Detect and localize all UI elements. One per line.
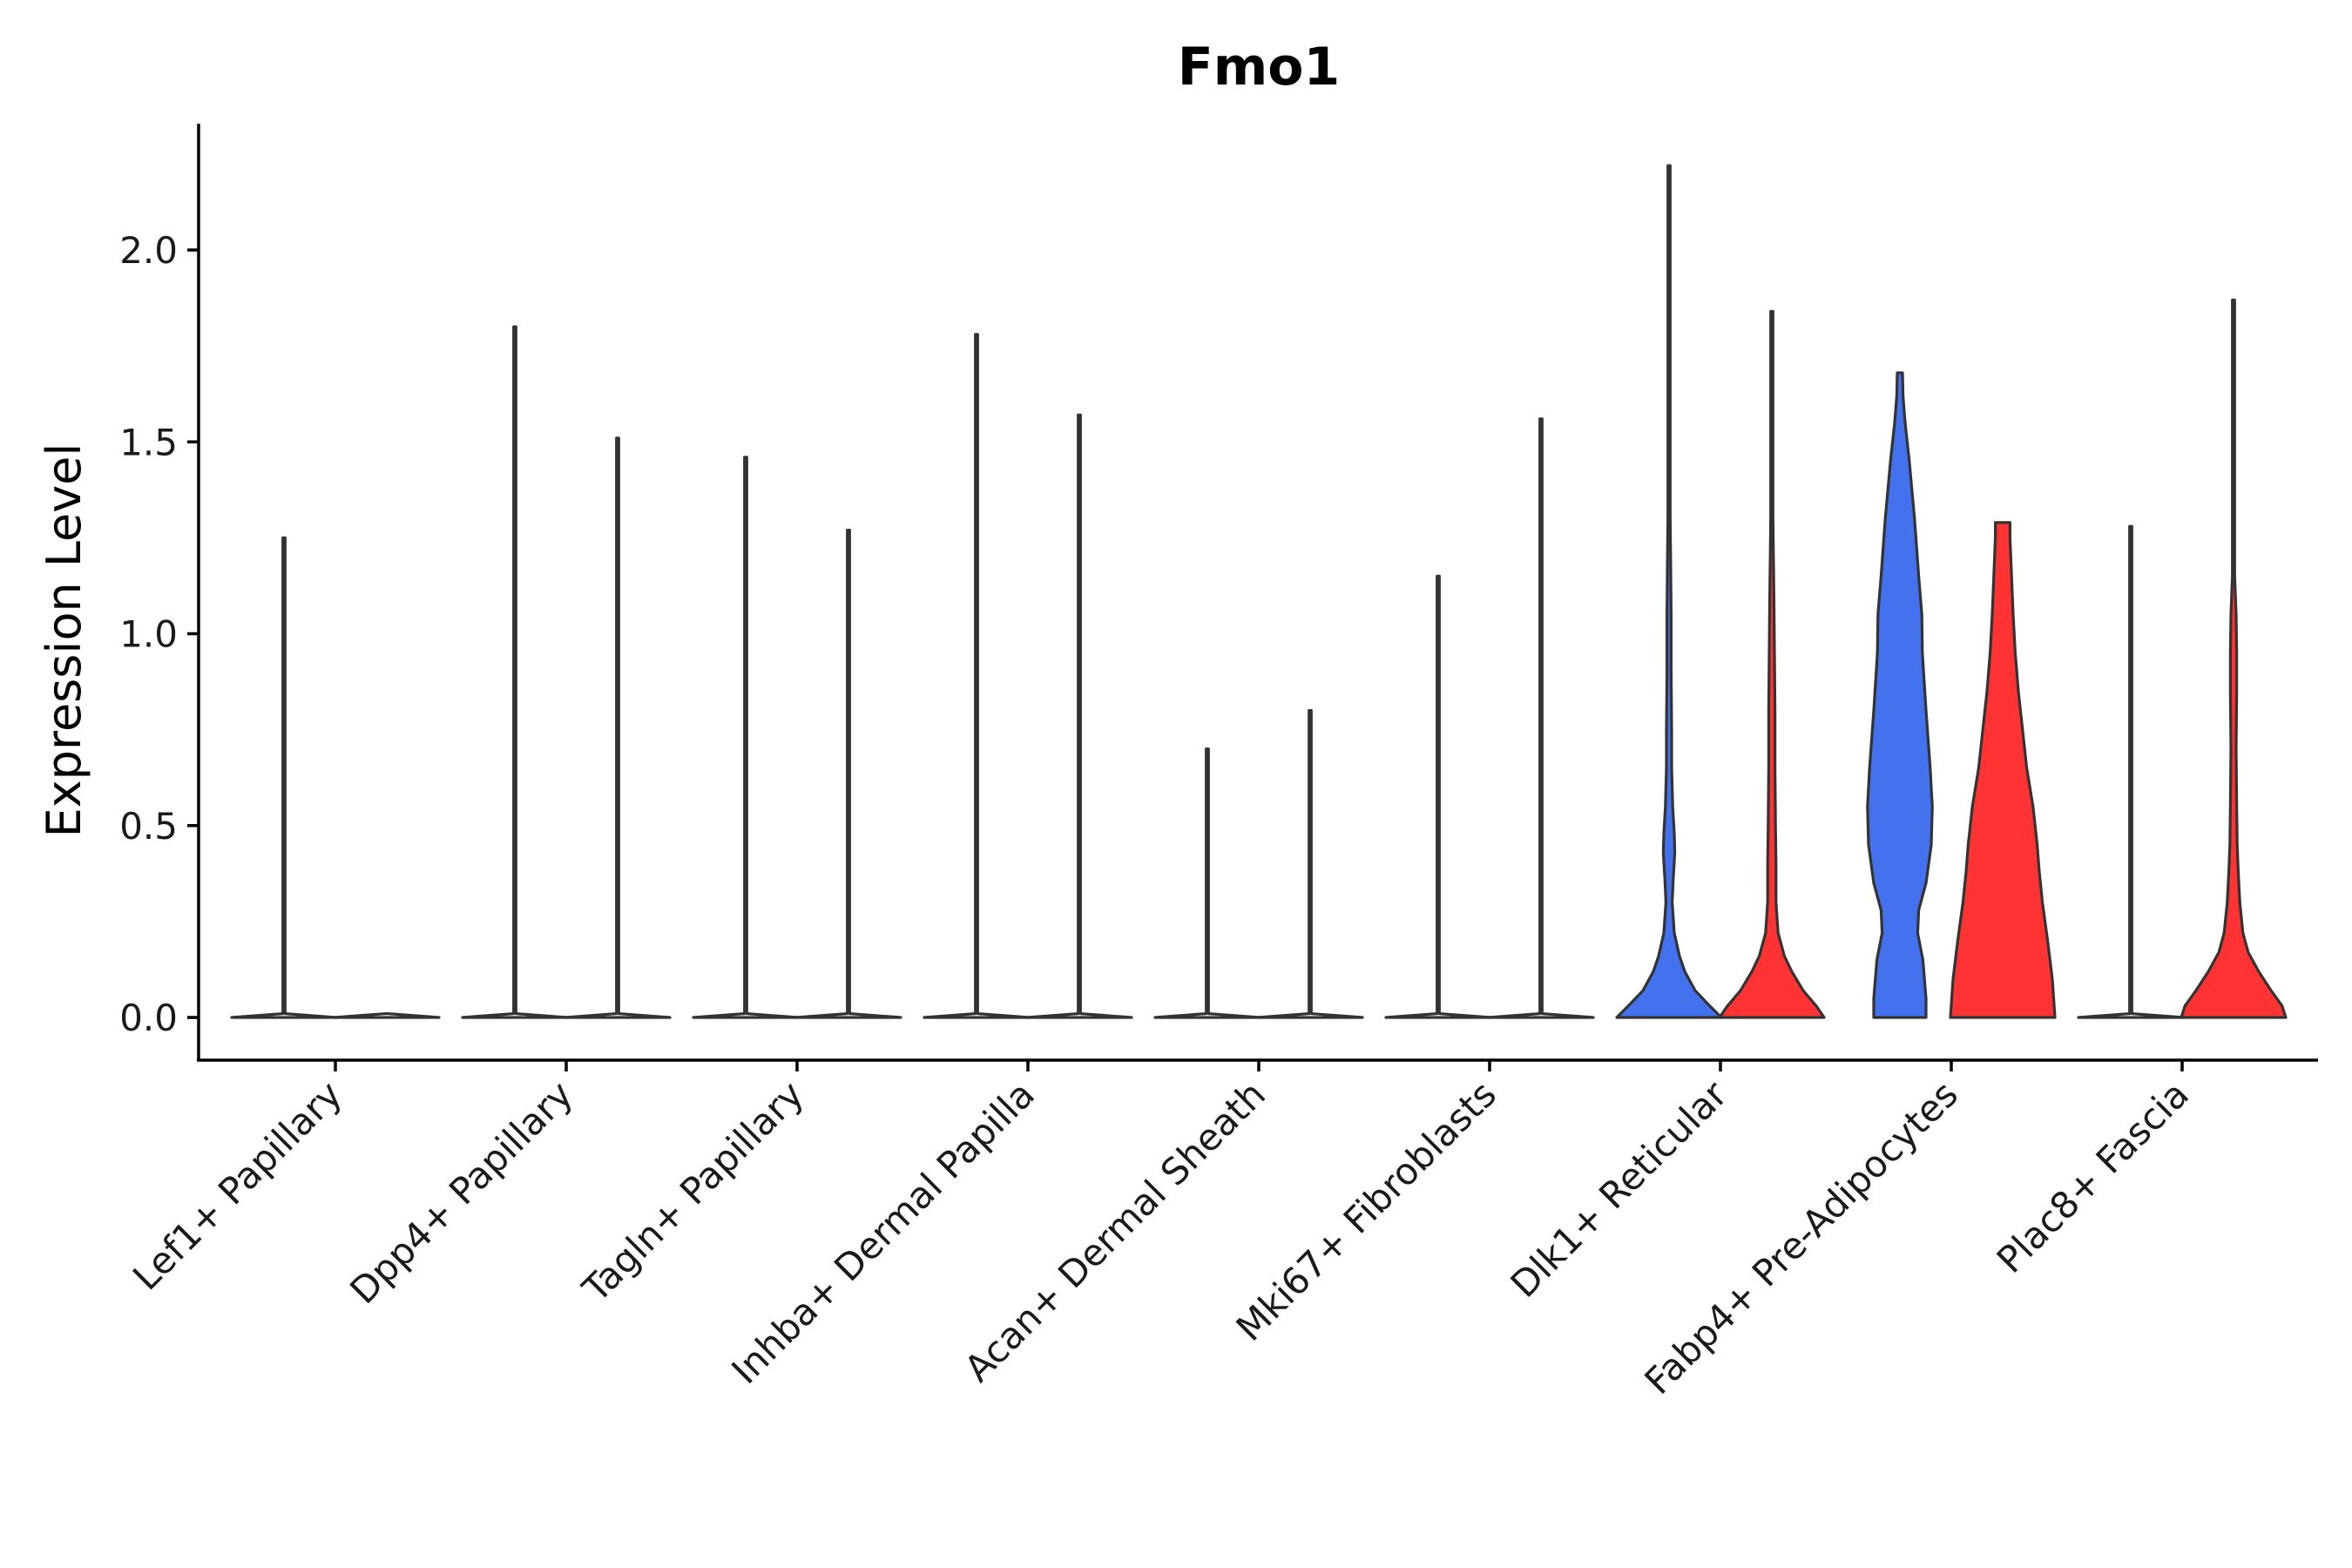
violin-2-2 [794,529,902,1019]
x-tick-label: Dpp4+ Papillary [341,1072,581,1312]
violin-1-5 [1384,574,1492,1019]
violin-2-5 [1487,417,1595,1019]
violin-1-6 [1615,164,1723,1019]
y-tick-label: 1.0 [119,613,178,656]
y-tick-label: 1.5 [119,421,178,463]
violin-2-0 [333,1012,441,1019]
violin-2-4 [1256,709,1364,1019]
x-tick-label: Dlk1+ Reticular [1503,1072,1736,1306]
x-tick-label: Lef1+ Papillary [125,1072,350,1298]
violin-2-6 [1718,309,1826,1019]
y-axis-label: Expression Level [37,443,91,838]
y-tick-label: 0.5 [119,805,178,848]
violin-1-7 [1866,371,1934,1019]
x-tick-label: Tagln+ Papillary [574,1072,812,1310]
y-ticks: 0.0 0.5 1.0 1.5 2.0 [119,229,199,1039]
y-tick-label: 0.0 [119,997,178,1039]
y-tick-label: 2.0 [119,229,178,272]
violin-1-8 [2077,524,2185,1019]
violin-1-3 [923,333,1031,1019]
violin-2-1 [564,436,672,1019]
violin-2-3 [1025,413,1133,1019]
x-tick-label: Mki67+ Fibroblasts [1228,1072,1504,1348]
violins-layer [230,164,2288,1019]
violin-1-4 [1153,747,1261,1019]
violin-2-8 [2180,298,2288,1019]
violin-1-0 [230,536,338,1019]
x-tick-label: Plac8+ Fascia [1989,1072,2197,1281]
chart-title: Fmo1 [1178,37,1340,98]
violin-1-2 [692,456,800,1019]
violin-2-7 [1949,521,2057,1019]
violin-1-1 [461,325,569,1019]
